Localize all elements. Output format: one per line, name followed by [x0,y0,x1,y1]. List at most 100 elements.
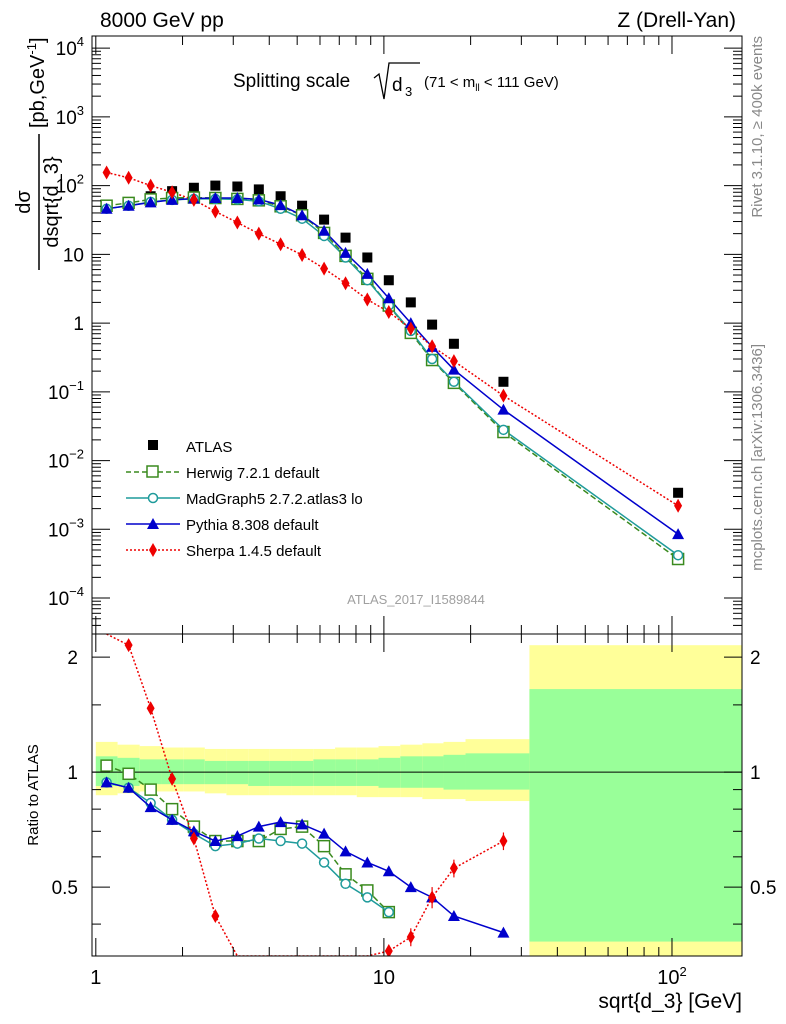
main-point-madgraph [448,376,460,388]
main-point-sherpa [428,339,437,354]
ratio-y-tick-label: 1 [67,763,78,784]
main-y-tick-label: 102 [56,172,84,198]
main-point-sherpa [211,204,220,219]
ratio-point-pythia [252,820,265,832]
legend-marker-madgraph [147,492,159,504]
ratio-ylabel: Ratio to ATLAS [25,744,42,845]
main-ylabel-num: dσ [13,190,35,214]
legend-marker-pythia [147,518,159,529]
side-text-top: Rivet 3.1.10, ≥ 400k events [749,36,766,218]
main-point-pythia [231,191,244,203]
main-y-tick-label-base: 10 [56,108,77,129]
ratio-point-pythia [274,816,287,828]
ratio-point-herwig [100,759,113,772]
x-tick-label: 1 [90,967,101,989]
main-point-sherpa [168,185,177,200]
ratio-point-herwig [317,839,331,853]
ratio-point-herwig [144,783,157,796]
main-title-range: (71 < mll < 111 GeV) [424,74,559,94]
main-y-tick-label-base: 10 [48,520,69,541]
main-y-tick-label-exp: −2 [69,447,84,462]
band-inner-bin [356,759,379,786]
main-y-tick-label-exp: 4 [77,34,84,49]
ratio-point-pythia [231,830,244,842]
ratio-point-herwig [339,868,352,881]
main-title-range-b: < 111 GeV) [480,74,559,91]
main-ylabel-den: dsqrt{d_3} [41,156,63,248]
main-point-pythia [252,193,265,205]
ratio-point-madgraph [340,878,351,890]
ratio-y-tick-label-right: 0.5 [750,878,776,899]
main-ylabel-units: [pb,GeV-1] [24,37,49,128]
main-point-sherpa [406,321,415,336]
main-point-pythia [382,292,395,304]
sqrt-symbol [373,62,420,100]
ratio-point-pythia [122,781,135,793]
legend-label-madgraph: MadGraph5 2.7.2.atlas3 lo [186,491,363,508]
ratio-point-sherpa [428,890,437,905]
band-inner-bin [269,760,292,786]
main-point-atlas [275,191,286,202]
x-tick-label-base: 1 [90,967,101,989]
main-point-sherpa [320,261,329,276]
main-point-pythia [497,403,510,415]
ratio-point-madgraph [362,892,373,903]
ratio-point-pythia [361,856,374,868]
band-inner-bin [465,753,530,790]
main-point-atlas [232,181,243,192]
band-inner-bin [248,760,270,786]
main-lines [100,165,685,566]
legend-marker-herwig [146,465,159,478]
ratio-point-pythia [100,776,113,788]
ratio-point-herwig [165,802,179,816]
main-y-tick-label-base: 10 [48,589,69,610]
main-point-pythia [122,199,135,211]
ratio-point-madgraph [275,835,286,847]
band-inner-bin [335,759,357,786]
main-ylabel-close: ] [27,37,49,43]
main-point-sherpa [254,226,263,241]
ratio-point-pythia [209,835,222,847]
legend: ATLAS Herwig 7.2.1 default MadGraph5 2.7… [126,439,363,560]
main-point-pythia [672,528,685,540]
band-inner-bin [313,759,336,786]
main-y-tick-label-exp: 3 [77,103,84,118]
watermark: ATLAS_2017_I1589844 [347,592,485,607]
ratio-point-madgraph [296,838,308,849]
main-point-sherpa [124,170,133,185]
main-point-atlas [673,487,684,498]
main-point-pythia [100,202,113,214]
main-ylabel: dσ dsqrt{d_3} [pb,GeV-1] [13,37,63,270]
legend-label-herwig: Herwig 7.2.1 default [186,465,320,482]
side-text-bottom: mcplots.cern.ch [arXiv:1306.3436] [749,344,766,571]
main-point-sherpa [363,292,372,307]
main-point-madgraph [672,549,684,561]
main-point-sherpa [674,498,683,513]
legend-label-pythia: Pythia 8.308 default [186,517,319,534]
main-y-tick-label-base: 10 [48,383,69,404]
main-point-pythia [339,246,352,258]
ratio-point-pythia [166,813,179,825]
ratio-line-sherpa [106,634,504,956]
main-point-atlas [297,200,308,211]
legend-marker-sherpa [149,543,157,557]
ratio-point-madgraph [318,857,330,868]
main-title-text: Splitting scale [233,71,350,92]
main-point-sherpa [499,388,508,403]
main-point-sherpa [449,354,458,369]
ratio-y-tick-label: 2 [67,648,78,669]
main-point-atlas [498,376,509,387]
ratio-point-sherpa [168,771,177,786]
main-point-atlas [253,184,264,195]
main-point-pythia [274,199,287,211]
main-point-atlas [405,297,416,308]
main-y-tick-label-base: 1 [73,314,84,335]
main-y-tick-label-base: 10 [48,452,69,473]
x-tick-label-exp: 2 [679,964,686,979]
header-right: Z (Drell-Yan) [617,9,736,32]
main-y-tick-label-exp: −3 [69,515,84,530]
main-title-range-sub: ll [475,83,479,94]
main-point-pythia [144,196,157,208]
